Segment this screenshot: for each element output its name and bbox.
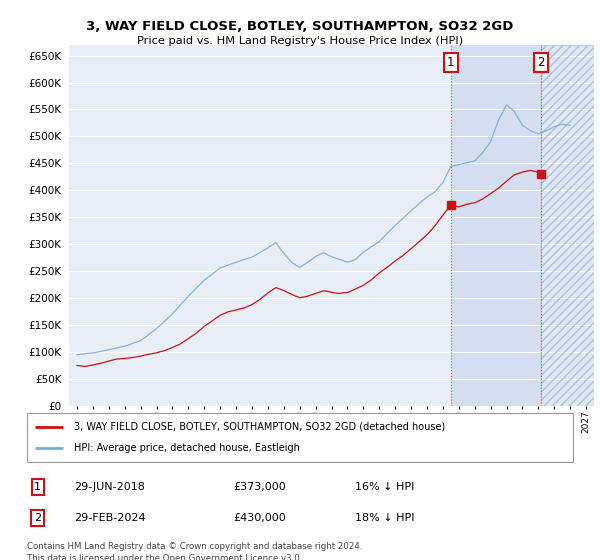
Bar [541,45,594,406]
Text: 3, WAY FIELD CLOSE, BOTLEY, SOUTHAMPTON, SO32 2GD (detached house): 3, WAY FIELD CLOSE, BOTLEY, SOUTHAMPTON,… [74,422,445,432]
Text: 29-FEB-2024: 29-FEB-2024 [74,513,145,523]
Text: Contains HM Land Registry data © Crown copyright and database right 2024.
This d: Contains HM Land Registry data © Crown c… [27,542,362,560]
Bar [541,45,594,406]
Text: £430,000: £430,000 [234,513,287,523]
Text: 1: 1 [34,482,41,492]
Text: Price paid vs. HM Land Registry's House Price Index (HPI): Price paid vs. HM Land Registry's House … [137,36,463,46]
Text: 18% ↓ HPI: 18% ↓ HPI [355,513,415,523]
Text: 16% ↓ HPI: 16% ↓ HPI [355,482,415,492]
Text: 3, WAY FIELD CLOSE, BOTLEY, SOUTHAMPTON, SO32 2GD: 3, WAY FIELD CLOSE, BOTLEY, SOUTHAMPTON,… [86,20,514,32]
Text: 2: 2 [34,513,41,523]
Text: 1: 1 [447,55,455,69]
Text: 2: 2 [537,55,545,69]
Text: 29-JUN-2018: 29-JUN-2018 [74,482,145,492]
Text: HPI: Average price, detached house, Eastleigh: HPI: Average price, detached house, East… [74,443,299,453]
Text: £373,000: £373,000 [234,482,287,492]
Bar [451,45,541,406]
